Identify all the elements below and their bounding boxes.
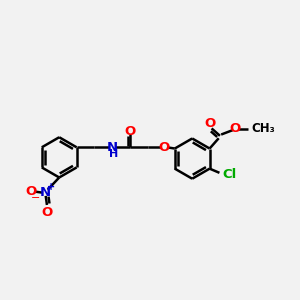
Text: O: O — [26, 185, 37, 198]
Text: O: O — [230, 122, 241, 135]
Text: CH₃: CH₃ — [251, 122, 275, 135]
Text: O: O — [41, 206, 52, 219]
Text: O: O — [158, 141, 169, 154]
Text: N: N — [106, 141, 118, 154]
Text: O: O — [125, 125, 136, 138]
Text: N: N — [40, 186, 51, 199]
Text: Cl: Cl — [222, 167, 237, 181]
Text: −: − — [31, 193, 40, 202]
Text: H: H — [109, 149, 118, 159]
Text: +: + — [47, 182, 55, 192]
Text: O: O — [204, 118, 215, 130]
